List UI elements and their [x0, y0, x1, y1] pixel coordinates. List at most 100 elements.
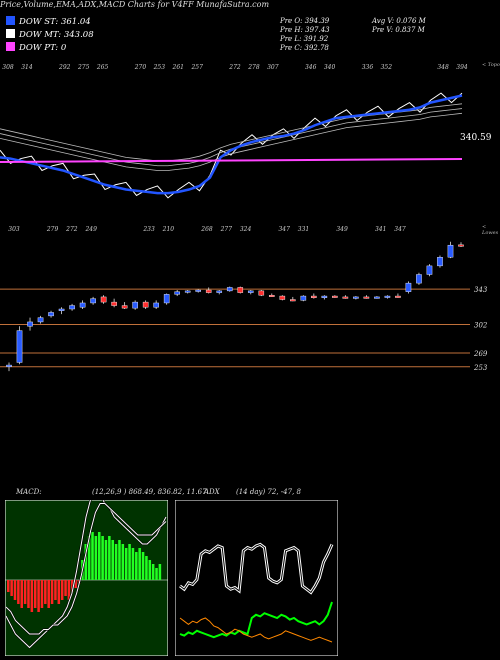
- top-number-label: 347: [278, 226, 290, 233]
- legend-text: DOW ST: 361.04: [19, 17, 91, 27]
- macd-histogram-bar: [33, 580, 37, 608]
- macd-histogram-bar: [67, 580, 71, 600]
- macd-histogram-bar: [47, 580, 50, 608]
- macd-histogram-bar: [20, 580, 24, 608]
- macd-histogram-bar: [87, 536, 91, 580]
- top-number-label: 270: [134, 64, 147, 71]
- stat-value: Pre C: 392.78: [280, 44, 329, 52]
- top-number-label: 352: [381, 64, 393, 71]
- macd-histogram-bar: [155, 568, 158, 580]
- candle-body: [416, 274, 422, 284]
- candle-body: [16, 330, 23, 363]
- top-number-label: 331: [298, 226, 309, 233]
- candle-body: [395, 295, 401, 298]
- macd-histogram-bar: [54, 580, 57, 600]
- top-number-label: 346: [305, 64, 317, 71]
- macd-histogram-bar: [57, 580, 61, 604]
- macd-histogram-bar: [10, 580, 13, 596]
- legend-item: DOW PT: 0: [6, 42, 66, 53]
- macd-histogram-bar: [135, 552, 138, 580]
- candle-body: [184, 290, 191, 293]
- top-number-label: 340: [324, 64, 336, 71]
- ema-corner-label: < Topo: [482, 62, 500, 68]
- stat-value: Pre V: 0.837 M: [372, 26, 425, 34]
- stat-value: Pre L: 391.92: [280, 35, 329, 43]
- top-number-label: 349: [336, 226, 348, 233]
- candle-body: [69, 305, 75, 310]
- legend-item: DOW ST: 361.04: [6, 16, 91, 27]
- candle-body: [447, 244, 454, 258]
- top-number-label: 314: [21, 64, 33, 71]
- candle-body: [458, 244, 464, 247]
- macd-histogram-bar: [118, 540, 121, 580]
- top-number-label: 336: [362, 64, 374, 71]
- candle-body: [6, 364, 12, 367]
- macd-histogram-bar: [145, 556, 148, 580]
- candle-body: [268, 294, 275, 297]
- top-number-label: 249: [84, 226, 97, 233]
- top-number-label: 307: [267, 64, 279, 71]
- top-number-label: 210: [162, 226, 175, 233]
- legend-item: DOW MT: 343.08: [6, 29, 94, 40]
- candle-body: [132, 301, 138, 309]
- price-corner-label: < Lowes: [482, 224, 499, 236]
- macd-histogram-bar: [111, 540, 114, 580]
- top-number-label: 277: [220, 226, 233, 233]
- candle-body: [426, 265, 433, 275]
- macd-histogram-bar: [101, 536, 104, 580]
- macd-histogram-bar: [60, 580, 64, 600]
- candle-body: [290, 299, 296, 302]
- macd-histogram-bar: [128, 544, 131, 580]
- macd-histogram-bar: [84, 544, 88, 580]
- macd-histogram-bar: [74, 580, 77, 588]
- candle-body: [405, 282, 412, 292]
- macd-histogram-bar: [97, 532, 101, 580]
- legend-text: DOW MT: 343.08: [19, 30, 94, 40]
- level-label: 253: [473, 364, 488, 372]
- macd-histogram-bar: [27, 580, 30, 608]
- candle-body: [174, 291, 180, 295]
- macd-histogram-bar: [64, 580, 67, 596]
- candle-body: [363, 296, 370, 299]
- adx-label: ADX: [204, 488, 220, 496]
- candle-body: [332, 295, 338, 298]
- adx-di-line: [179, 601, 333, 639]
- level-label: 343: [474, 286, 488, 294]
- ema-long-line: [0, 108, 463, 167]
- ema-last-value: 340.59: [460, 133, 492, 143]
- macd-histogram-bar: [114, 544, 118, 580]
- candle-body: [258, 290, 265, 296]
- top-number-label: 257: [190, 64, 203, 71]
- legend-swatch: [6, 29, 15, 38]
- macd-chart: [5, 500, 168, 656]
- legend-swatch: [6, 16, 15, 25]
- candle-body: [142, 301, 149, 308]
- ema-chart: 308 314 292 275 265 270 253 261 257 272 278 307 346 3…: [0, 64, 492, 199]
- macd-histogram-bar: [94, 536, 98, 580]
- top-number-label: 233: [142, 226, 155, 233]
- macd-histogram-bar: [104, 540, 108, 580]
- macd-label: MACD:: [16, 488, 42, 496]
- macd-histogram-bar: [13, 580, 17, 600]
- top-number-label: 265: [96, 64, 109, 71]
- candle-body: [100, 296, 107, 303]
- candle-body: [279, 295, 286, 300]
- candle-body: [48, 312, 54, 317]
- macd-values: (12,26,9 ) 868.49, 836.82, 11.67: [92, 488, 207, 496]
- candle-body: [226, 287, 233, 292]
- macd-histogram-bar: [148, 560, 152, 580]
- level-label: 302: [474, 322, 488, 330]
- top-number-label: 261: [172, 64, 184, 71]
- top-number-label: 253: [153, 64, 166, 71]
- macd-histogram-bar: [44, 580, 47, 604]
- candle-body: [311, 295, 317, 298]
- top-number-label: 347: [394, 226, 406, 233]
- macd-histogram-bar: [7, 580, 10, 592]
- adx-di-line: [179, 617, 333, 643]
- dow-pt-line: [0, 158, 463, 163]
- macd-histogram-bar: [30, 580, 34, 612]
- candle-body: [195, 289, 202, 292]
- top-number-label: 278: [247, 64, 260, 71]
- top-number-label: 272: [65, 226, 78, 233]
- macd-histogram-bar: [158, 564, 162, 580]
